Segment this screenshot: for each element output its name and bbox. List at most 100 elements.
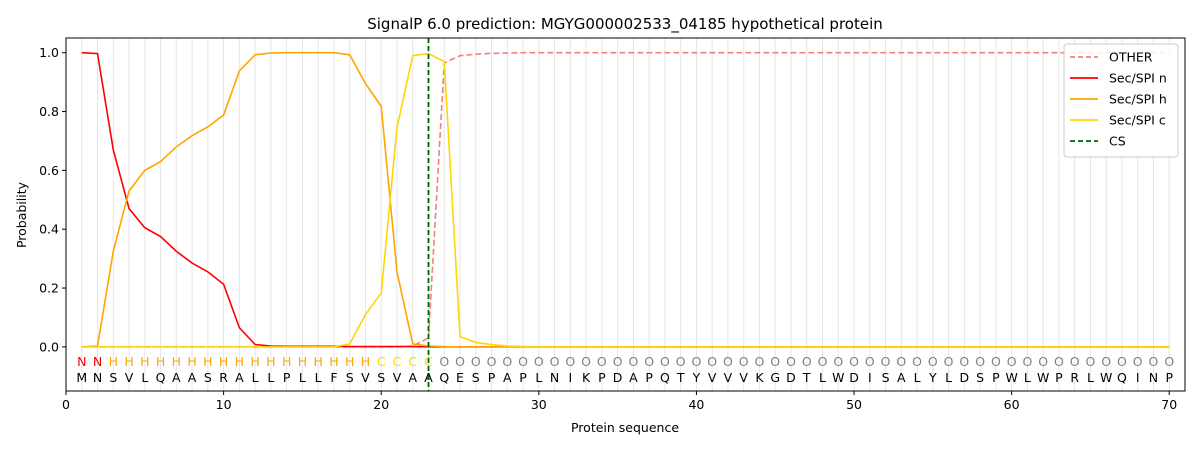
region-label: H [282, 354, 291, 369]
region-label: O [1117, 354, 1127, 369]
residue-label: M [76, 370, 87, 385]
region-label: O [1038, 354, 1048, 369]
residue-label: A [897, 370, 906, 385]
residue-label: A [503, 370, 512, 385]
residue-label: A [424, 370, 433, 385]
region-label: H [156, 354, 165, 369]
region-label: O [1101, 354, 1111, 369]
region-label: O [613, 354, 623, 369]
residue-label: Q [1117, 370, 1127, 385]
region-label: H [109, 354, 118, 369]
residue-label: L [299, 370, 306, 385]
region-label: H [203, 354, 212, 369]
residue-label: V [708, 370, 717, 385]
residue-label: W [1005, 370, 1017, 385]
residue-label: L [315, 370, 322, 385]
y-tick-label: 0.4 [39, 222, 59, 237]
region-label: C [424, 354, 433, 369]
residue-label: N [550, 370, 559, 385]
residue-label: A [629, 370, 638, 385]
residue-label: Y [928, 370, 937, 385]
region-label: H [250, 354, 259, 369]
axes: 0 10 20 30 40 50 60 70 0.0 0.2 0.4 0.6 0.8 1.0 [39, 37, 1186, 412]
residue-label: S [204, 370, 212, 385]
region-label: O [534, 354, 544, 369]
residue-label: S [109, 370, 117, 385]
residue-label: G [770, 370, 780, 385]
plot-frame [65, 37, 1186, 392]
region-label: O [833, 354, 843, 369]
residue-label: S [882, 370, 890, 385]
region-label: H [266, 354, 275, 369]
region-label: O [471, 354, 481, 369]
region-label: O [439, 354, 449, 369]
residue-label: Q [660, 370, 670, 385]
region-label: C [393, 354, 402, 369]
residue-label: D [849, 370, 859, 385]
residue-label: L [141, 370, 148, 385]
y-tick-label: 1.0 [39, 45, 59, 60]
region-label: H [345, 354, 354, 369]
x-tick-label: 70 [1161, 397, 1177, 412]
residue-label: V [361, 370, 370, 385]
residue-label: Q [439, 370, 449, 385]
residue-label: D [613, 370, 623, 385]
region-label: H [124, 354, 133, 369]
region-label: O [865, 354, 875, 369]
residue-label: L [819, 370, 826, 385]
region-label: N [93, 354, 102, 369]
residue-label: W [1100, 370, 1112, 385]
region-label: O [755, 354, 765, 369]
region-label: C [408, 354, 417, 369]
region-label: O [818, 354, 828, 369]
residue-label: P [598, 370, 606, 385]
region-label: O [707, 354, 717, 369]
region-label: O [550, 354, 560, 369]
region-label: H [140, 354, 149, 369]
residue-label: K [582, 370, 591, 385]
legend-label: Sec/SPI n [1109, 71, 1167, 86]
region-label: O [1149, 354, 1159, 369]
x-tick-label: 10 [216, 397, 232, 412]
region-label: H [187, 354, 196, 369]
residue-label: P [1165, 370, 1173, 385]
region-label: N [77, 354, 86, 369]
legend-label: Sec/SPI h [1109, 92, 1167, 107]
residue-label: L [945, 370, 952, 385]
region-label: O [660, 354, 670, 369]
grid-lines [81, 38, 1170, 391]
region-label: O [1022, 354, 1032, 369]
region-label: O [944, 354, 954, 369]
residue-label: S [377, 370, 385, 385]
residue-label: L [914, 370, 921, 385]
residue-label: I [1136, 370, 1140, 385]
residue-label: D [786, 370, 796, 385]
region-label: O [723, 354, 733, 369]
residue-label: P [992, 370, 1000, 385]
region-label: H [329, 354, 338, 369]
y-tick-label: 0.8 [39, 104, 59, 119]
region-label: O [1054, 354, 1064, 369]
residue-label: Y [692, 370, 701, 385]
region-label: C [377, 354, 386, 369]
x-tick-label: 60 [1004, 397, 1020, 412]
region-label: O [975, 354, 985, 369]
residue-label: V [739, 370, 748, 385]
residue-label: P [488, 370, 496, 385]
residue-label: L [267, 370, 274, 385]
region-label: O [912, 354, 922, 369]
x-tick-label: 20 [373, 397, 389, 412]
chart-title: SignalP 6.0 prediction: MGYG000002533_04… [367, 15, 883, 34]
residue-label: V [393, 370, 402, 385]
residue-label: P [519, 370, 527, 385]
residue-label: K [755, 370, 764, 385]
region-label: O [786, 354, 796, 369]
residue-label: D [960, 370, 970, 385]
residue-label: A [172, 370, 181, 385]
region-label: H [361, 354, 370, 369]
residue-label: A [188, 370, 197, 385]
y-tick-label: 0.2 [39, 281, 59, 296]
residue-label: E [456, 370, 464, 385]
region-label: O [628, 354, 638, 369]
y-tick-label: 0.0 [39, 339, 59, 354]
